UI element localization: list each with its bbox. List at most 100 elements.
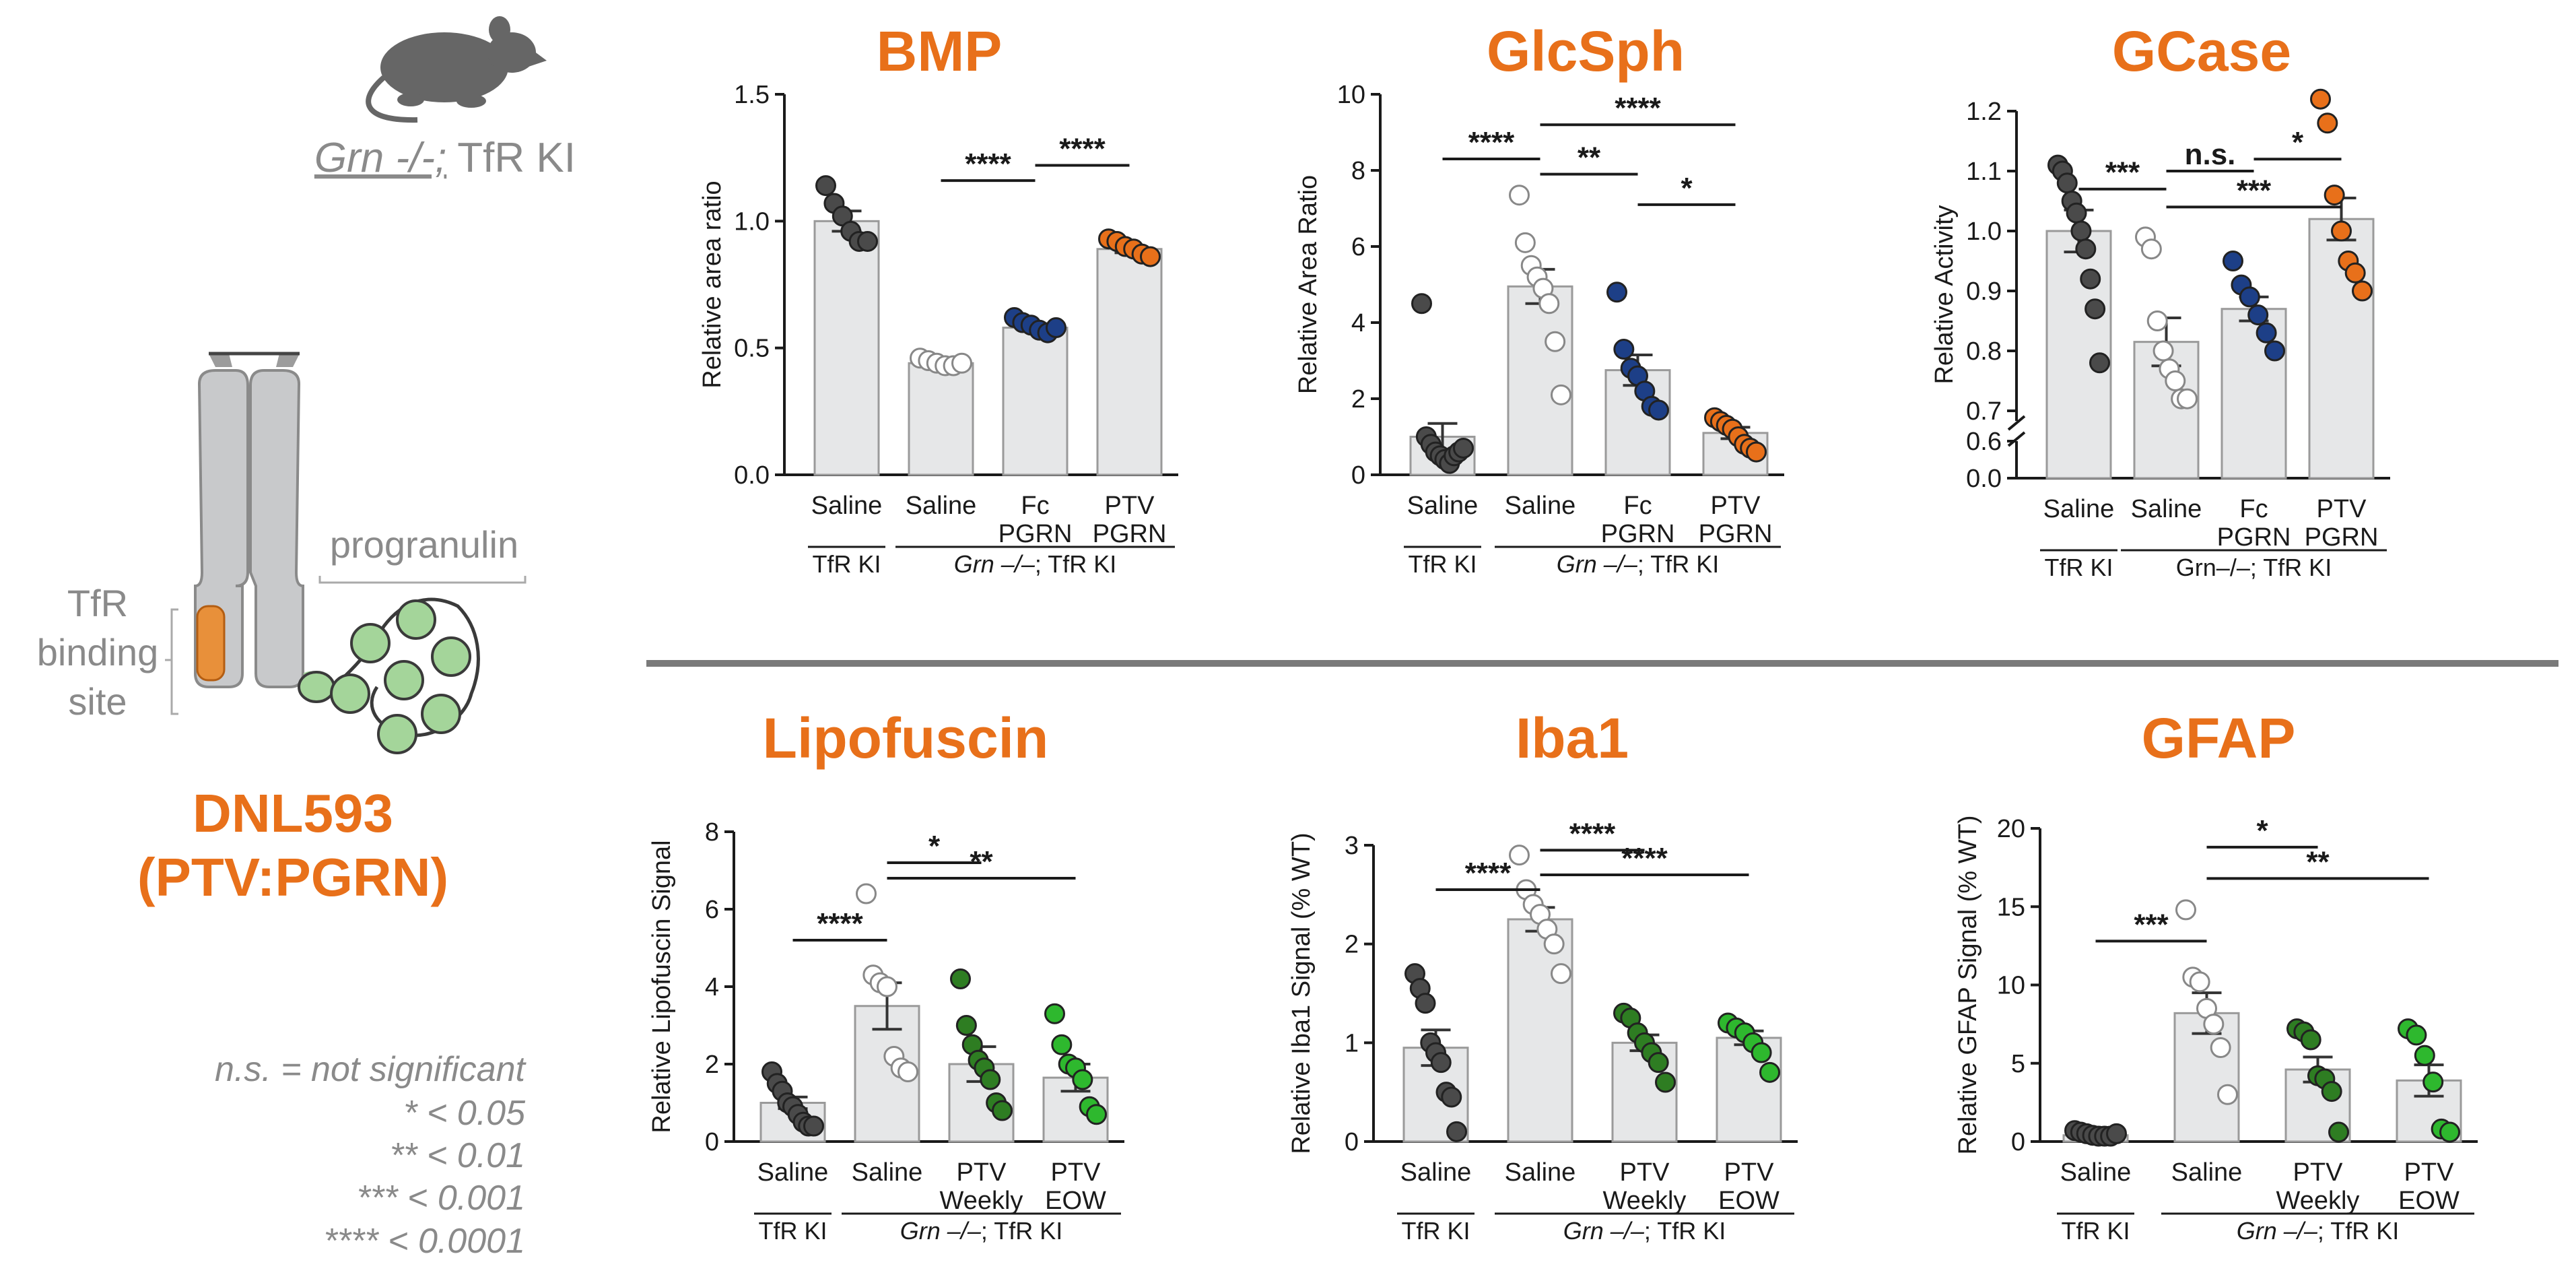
data-point xyxy=(2070,220,2092,242)
x-tick-label: Saline xyxy=(2060,1158,2132,1187)
x-tick-label: Saline xyxy=(1400,1158,1472,1187)
significance-label: ** xyxy=(970,845,993,878)
x-tick-label: Fc xyxy=(1623,492,1652,520)
y-tick-label: 1.1 xyxy=(1966,158,2002,186)
data-point xyxy=(2165,370,2186,391)
data-point xyxy=(2344,262,2366,284)
data-point xyxy=(2177,388,2198,409)
data-point xyxy=(950,968,971,989)
y-tick-label: 8 xyxy=(705,818,719,847)
axis-break-mark xyxy=(2007,415,2026,431)
significance-label: **** xyxy=(1059,132,1106,165)
data-point xyxy=(1411,293,1432,315)
y-tick-label: 0.6 xyxy=(1966,428,2002,456)
group-label-knockout: Grn–/–; TfR KI xyxy=(2176,554,2332,581)
group-label-knockout: Grn –/–; TfR KI xyxy=(954,550,1116,578)
tfr-binding-site-icon xyxy=(196,605,226,682)
bar-bmp-1 xyxy=(908,362,974,476)
x-tick-label: PTV xyxy=(1711,492,1761,520)
x-tick-label: Weekly xyxy=(1603,1187,1687,1215)
y-axis-label: Relative area ratio xyxy=(698,180,726,388)
chart-title: Iba1 xyxy=(1516,706,1629,770)
chart-title: Lipofuscin xyxy=(763,706,1049,770)
group-label-knockout: Grn –/–; TfR KI xyxy=(1563,1217,1726,1245)
data-point xyxy=(1538,293,1560,315)
progranulin-icon xyxy=(330,597,480,754)
group-label-genotype: Grn –/– xyxy=(954,550,1036,578)
data-point xyxy=(1648,399,1669,421)
group-label-control: TfR KI xyxy=(1401,1217,1470,1245)
bar-bmp-3 xyxy=(1096,248,1163,476)
chart-gcase: GCase Relative Activity 0.0 0.60.7 0.8 0.9 1.0… xyxy=(1930,20,2390,581)
data-point xyxy=(1751,1042,1772,1063)
chart-bmp: BMP Relative area ratio 0.0 0.5 1.0 1.5 Saline… xyxy=(698,20,1178,578)
mouse-icon xyxy=(366,16,547,123)
data-point xyxy=(1453,437,1474,459)
x-tick-label: Fc xyxy=(2239,495,2268,523)
y-tick-label: 3 xyxy=(1345,832,1359,860)
significance-label: **** xyxy=(965,147,1011,180)
x-tick-label: EOW xyxy=(1045,1187,1106,1215)
significance-label: **** xyxy=(1621,842,1668,875)
group-label-suffix: ; TfR KI xyxy=(1644,1217,1726,1245)
data-point xyxy=(2056,172,2078,194)
data-point xyxy=(2352,280,2373,302)
x-tick-label: Weekly xyxy=(940,1187,1023,1215)
y-tick-label: 1.0 xyxy=(1966,218,2002,246)
data-point xyxy=(2217,1084,2238,1105)
y-tick-label: 1.2 xyxy=(1966,98,2002,126)
data-point xyxy=(2239,286,2260,308)
tfr-label-line1: TfR xyxy=(67,582,128,624)
x-tick-label: PTV xyxy=(2404,1158,2455,1187)
x-tick-label: PTV xyxy=(1724,1158,1775,1187)
legend-four-star: **** < 0.0001 xyxy=(324,1222,525,1261)
data-point xyxy=(1415,993,1436,1014)
chart-title: GFAP xyxy=(2142,706,2296,770)
data-point xyxy=(1648,1052,1669,1074)
chart-lipofuscin: Lipofuscin Relative Lipofuscin Signal 0 2 4 6… xyxy=(648,706,1124,1245)
data-point xyxy=(1551,963,1571,985)
x-tick-label: PGRN xyxy=(998,520,1073,548)
group-label-knockout: Grn –/–; TfR KI xyxy=(1557,550,1719,578)
data-point xyxy=(2223,251,2243,271)
x-tick-label: Weekly xyxy=(2276,1187,2360,1215)
data-point xyxy=(2264,340,2285,362)
y-tick-label: 0.8 xyxy=(1966,337,2002,366)
group-label-control: TfR KI xyxy=(2044,554,2113,581)
y-tick-label: 20 xyxy=(1997,815,2025,843)
y-tick-label: 0 xyxy=(1351,461,1365,490)
significance-label: * xyxy=(928,830,941,863)
data-point xyxy=(1759,1061,1780,1083)
y-axis-label: Relative GFAP Signal (% WT) xyxy=(1954,815,1982,1154)
data-point xyxy=(1430,1052,1452,1074)
data-point xyxy=(1613,339,1635,360)
data-point xyxy=(2439,1121,2460,1143)
data-point xyxy=(2210,1037,2231,1058)
data-point xyxy=(857,230,878,252)
legend-one-star: * < 0.05 xyxy=(403,1094,526,1133)
y-tick-label: 6 xyxy=(1351,233,1365,261)
y-tick-label: 4 xyxy=(705,973,719,1001)
x-tick-label: PTV xyxy=(1620,1158,1670,1187)
y-tick-label: 0.0 xyxy=(1966,465,2002,493)
x-tick-label: Saline xyxy=(1407,492,1479,520)
group-label-knockout: Grn –/–; TfR KI xyxy=(900,1217,1062,1245)
data-point xyxy=(2317,112,2338,134)
legend-two-star: ** < 0.01 xyxy=(390,1136,525,1175)
data-point xyxy=(1606,282,1627,303)
group-label-control: TfR KI xyxy=(758,1217,827,1245)
significance-label: *** xyxy=(2237,174,2272,207)
data-point xyxy=(992,1100,1013,1121)
y-axis-label: Relative Iba1 Signal (% WT) xyxy=(1287,832,1316,1154)
x-tick-label: PTV xyxy=(2293,1158,2344,1187)
mouse-genotype-label: Grn -/-; TfR KI xyxy=(314,135,576,181)
data-point xyxy=(2153,340,2174,362)
group-label-suffix: Grn–/–; TfR KI xyxy=(2176,554,2332,581)
data-point xyxy=(897,1061,918,1082)
bar-bmp-2 xyxy=(1002,327,1069,476)
data-point xyxy=(2300,1029,2321,1051)
data-point xyxy=(955,1015,977,1036)
data-point xyxy=(803,1115,824,1137)
data-point xyxy=(2328,1121,2349,1143)
x-tick-label: Saline xyxy=(1505,1158,1576,1187)
